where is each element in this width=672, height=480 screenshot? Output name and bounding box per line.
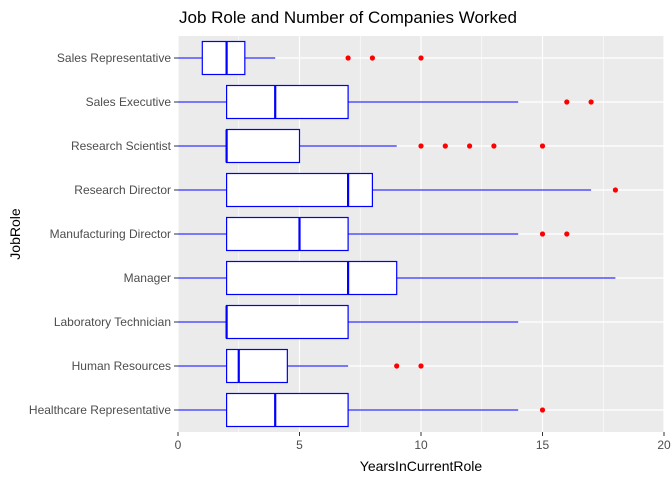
outlier-point [418, 143, 424, 149]
iqr-box [201, 40, 246, 76]
iqr-box [226, 216, 349, 252]
iqr-box [226, 84, 349, 120]
outlier-point [564, 99, 570, 105]
outlier-point [467, 143, 473, 149]
outlier-point [369, 55, 375, 61]
box-research-director [178, 172, 619, 208]
box-manager [178, 260, 616, 296]
box-research-scientist [178, 128, 546, 164]
outlier-point [539, 231, 546, 237]
y-tick-label: Sales Representative [57, 51, 171, 65]
chart-title: Job Role and Number of Companies Worked [179, 8, 517, 27]
box-manufacturing-director [178, 216, 570, 252]
box-healthcare-representative [178, 392, 546, 428]
iqr-box [226, 392, 349, 428]
outlier-point [539, 143, 546, 149]
iqr-box [226, 304, 349, 340]
iqr-box [226, 172, 374, 208]
y-tick-label: Sales Executive [86, 95, 172, 109]
outlier-point [345, 55, 351, 61]
x-axis-ticks: 0 5 10 15 20 [175, 432, 671, 452]
iqr-box [226, 128, 301, 164]
y-tick-label: Manufacturing Director [50, 227, 171, 241]
outlier-point [442, 143, 448, 149]
x-tick-label: 20 [657, 438, 671, 452]
iqr-box [226, 348, 288, 384]
box-sales-representative [178, 40, 424, 76]
y-tick-label: Research Director [74, 183, 171, 197]
outlier-point [612, 187, 619, 193]
box-laboratory-technician [178, 304, 519, 340]
y-tick-label: Human Resources [72, 359, 171, 373]
outlier-point [418, 363, 424, 369]
y-tick-label: Laboratory Technician [54, 315, 171, 329]
box-sales-executive [178, 84, 594, 120]
x-tick-label: 10 [414, 438, 428, 452]
x-tick-label: 15 [536, 438, 550, 452]
y-tick-label: Research Scientist [71, 139, 172, 153]
y-tick-label: Healthcare Representative [29, 403, 171, 417]
x-axis-title: YearsInCurrentRole [360, 458, 483, 474]
x-tick-label: 0 [175, 438, 182, 452]
y-axis-ticks: Healthcare Representative Human Resources… [29, 51, 178, 417]
outlier-point [394, 363, 400, 369]
y-axis-title: JobRole [7, 208, 23, 260]
outlier-point [418, 55, 424, 61]
outlier-point [564, 231, 570, 237]
box-human-resources [178, 348, 424, 384]
boxes [178, 40, 619, 428]
x-tick-label: 5 [296, 438, 303, 452]
y-tick-label: Manager [124, 271, 171, 285]
outlier-point [491, 143, 497, 149]
outlier-point [588, 99, 594, 105]
iqr-box [226, 260, 398, 296]
outlier-point [539, 407, 546, 413]
